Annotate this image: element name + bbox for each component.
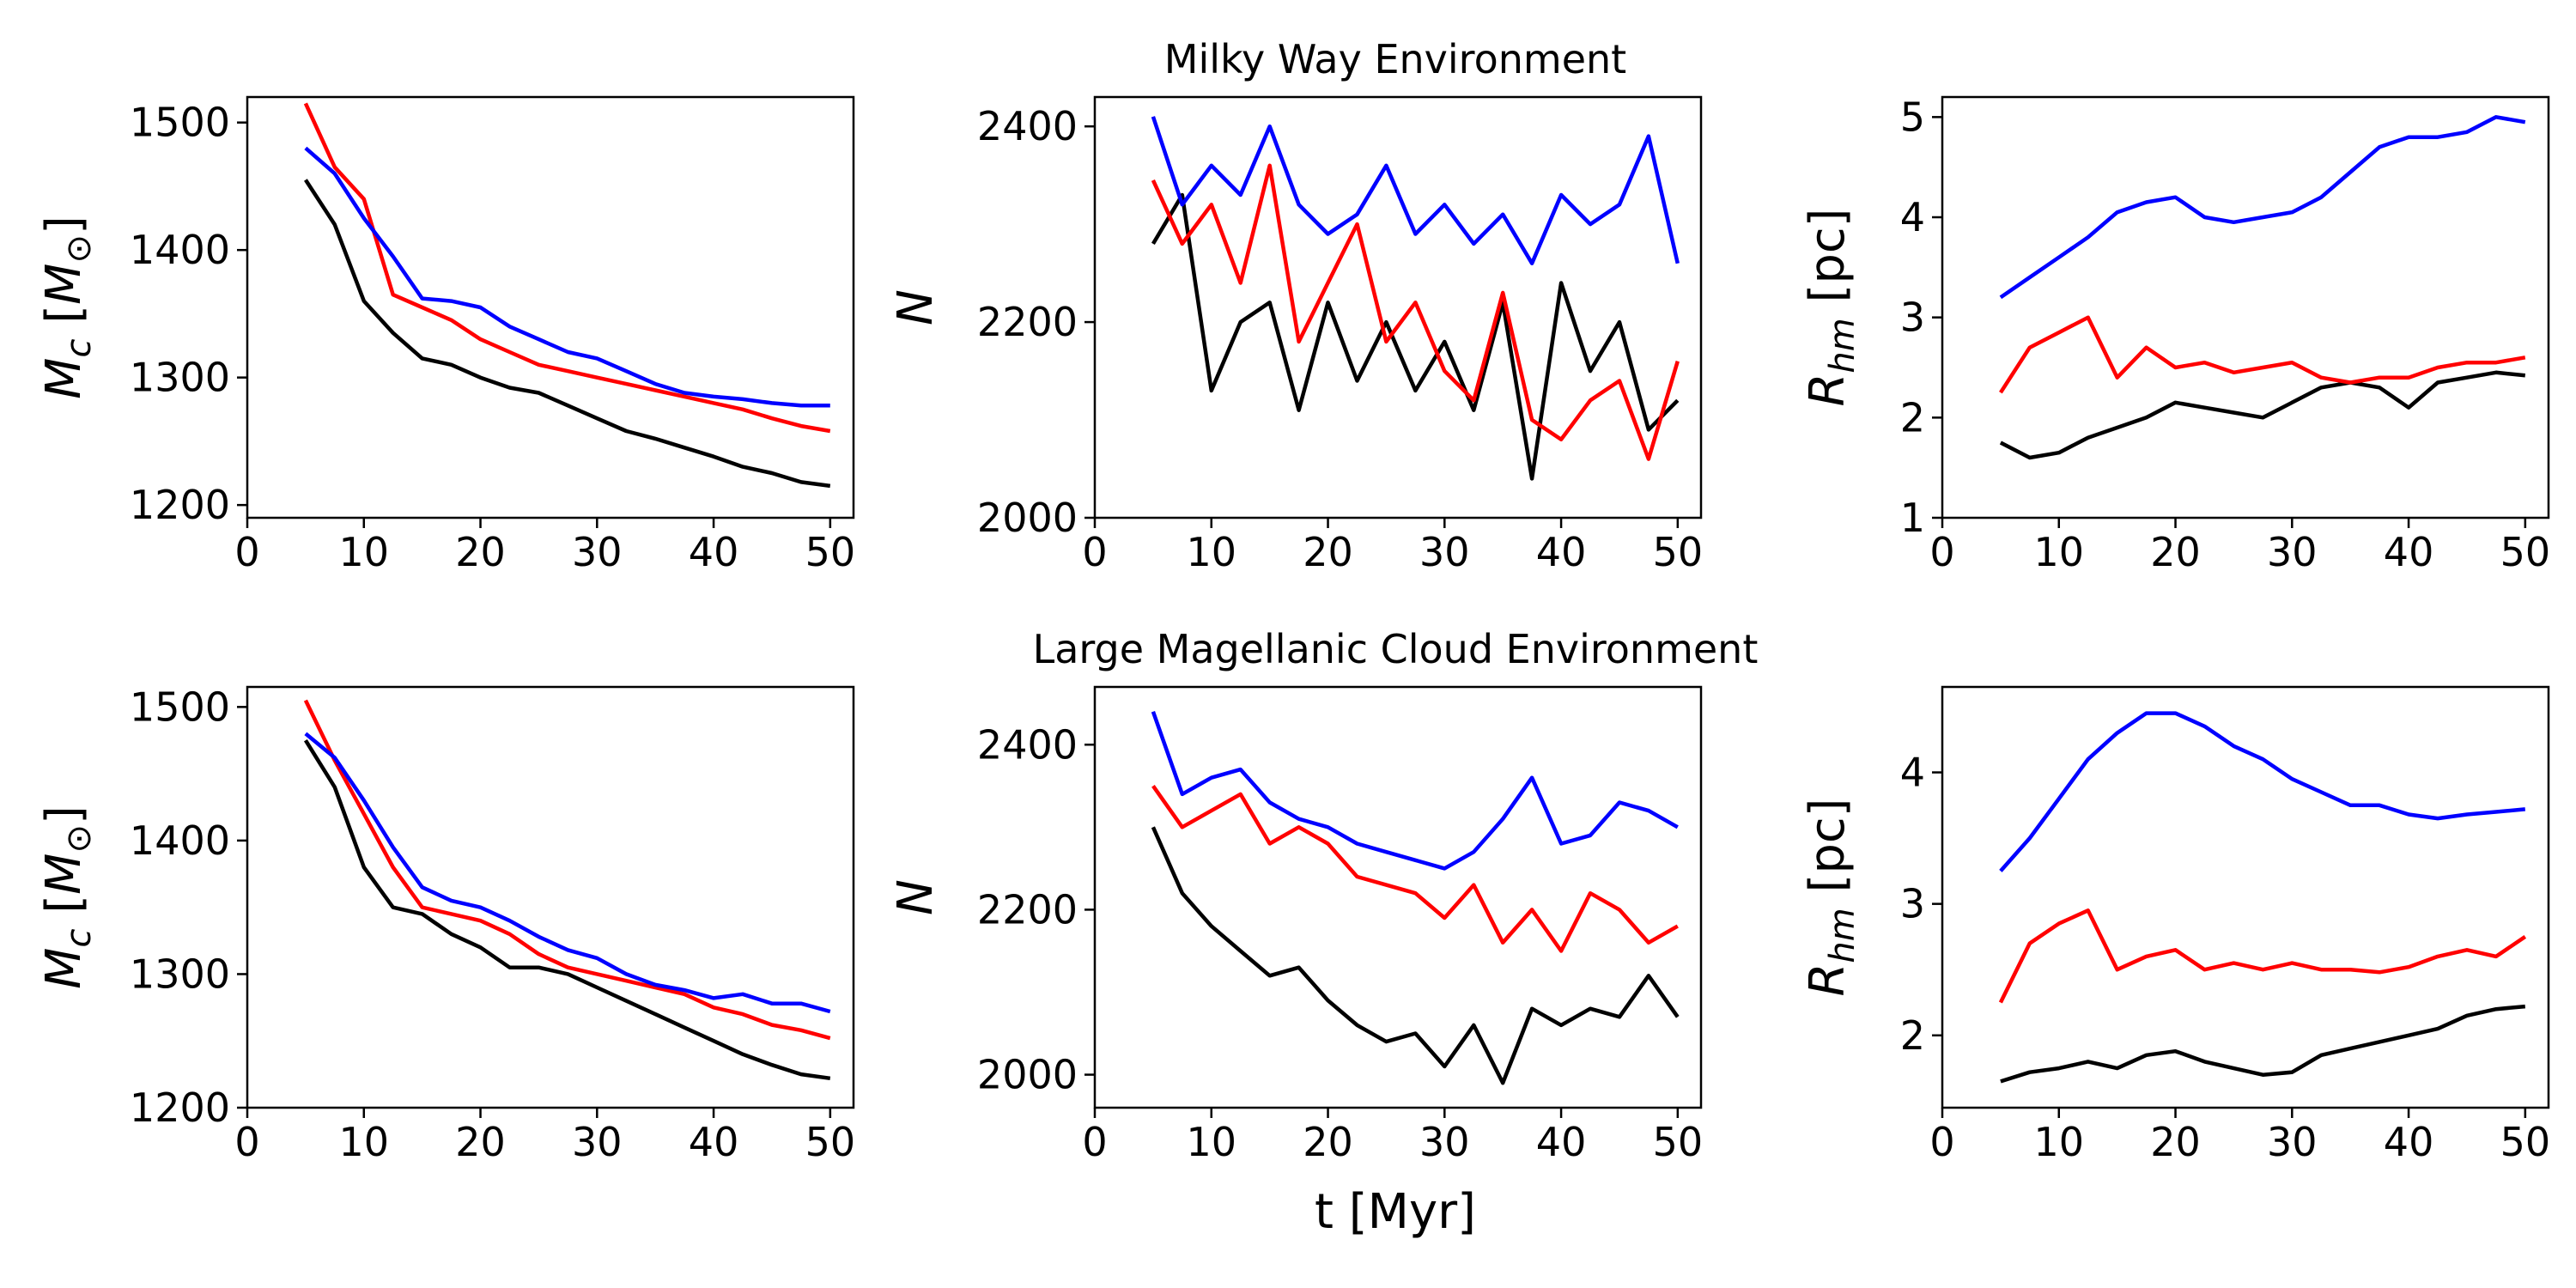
series-line-black [1999,370,2526,460]
x-tick-label: 50 [805,1119,856,1165]
series-line-red [1998,908,2527,1004]
y-axis-label: Rhm [pc] [1800,208,1862,406]
series-line-blue [1999,711,2526,872]
y-tick-label: 5 [1900,94,1925,140]
x-tick-label: 10 [1186,1119,1236,1165]
row-title-lmc: Large Magellanic Cloud Environment [1033,626,1759,672]
x-tick-label: 50 [2500,1119,2551,1165]
x-tick-label: 20 [455,1119,506,1165]
x-tick-label: 40 [689,1119,739,1165]
y-tick-label: 2000 [977,495,1078,541]
series-line-red [1151,785,1679,953]
series-line-blue [1151,711,1679,871]
series-line-black [2000,1004,2526,1084]
plot-frame [246,685,855,1109]
x-tick-label: 20 [2150,529,2201,575]
panel-0-0: 0 10 20 30 40 50 1200 1300 1400 1500 Mc [M⊙] [36,95,856,575]
x-tick-label: 40 [1536,1119,1587,1165]
x-tick-label: 0 [234,529,259,575]
x-tick-label: 50 [1653,1119,1704,1165]
x-tick-label: 40 [2384,1119,2434,1165]
y-tick-label: 1300 [130,951,230,997]
series-line-black [304,179,831,489]
y-tick-label: 2000 [977,1052,1078,1098]
y-axis-label: Mc [M⊙] [36,805,99,989]
y-axis-label: N [888,879,944,915]
y-tick-label: 1200 [130,1084,230,1131]
y-tick-label: 1 [1900,495,1925,541]
x-tick-label: 30 [2267,1119,2318,1165]
series-line-black [1151,826,1680,1085]
x-tick-label: 20 [455,529,506,575]
x-tick-label: 0 [1929,529,1954,575]
x-tick-label: 0 [1929,1119,1954,1165]
y-tick-label: 1500 [130,683,230,730]
series-line-blue [304,146,830,408]
series-line-black [1151,192,1680,481]
plot-frame [246,95,855,519]
y-tick-label: 2 [1900,1012,1925,1059]
plot-frame [1093,95,1703,519]
series-line-blue [304,732,831,1014]
x-tick-label: 30 [2267,529,2318,575]
y-tick-label: 4 [1900,194,1925,240]
x-tick-label: 40 [2384,529,2434,575]
y-tick-label: 1400 [130,227,230,273]
x-tick-label: 10 [338,529,389,575]
plot-frame [1941,685,2550,1109]
panel-0-2: 0 10 20 30 40 50 1 2 3 4 5 Rhm [pc] [1800,94,2550,575]
y-axis-label: Rhm [pc] [1800,798,1862,996]
x-tick-label: 10 [338,1119,389,1165]
series-line-red [1151,163,1680,461]
x-tick-label: 50 [1653,529,1704,575]
series-line-red [1999,315,2526,394]
x-tick-label: 30 [1419,529,1470,575]
y-axis-label: N [888,289,944,325]
y-tick-label: 2400 [977,721,1078,768]
plot-frame [1093,685,1703,1109]
y-tick-label: 2400 [977,103,1078,149]
x-tick-label: 10 [2033,1119,2084,1165]
x-tick-label: 20 [1303,1119,1353,1165]
y-axis-label: Mc [M⊙] [36,216,99,399]
y-tick-label: 3 [1900,295,1925,341]
series-line-blue [1999,115,2526,300]
x-tick-label: 10 [2033,529,2084,575]
x-tick-label: 0 [1082,529,1107,575]
panel-1-2: 0 10 20 30 40 50 2 3 4 Rhm [pc] [1800,685,2551,1165]
y-tick-label: 1500 [130,100,230,146]
x-tick-label: 20 [2150,1119,2201,1165]
y-tick-label: 4 [1900,750,1925,796]
series-line-red [303,102,831,434]
x-tick-label: 30 [1419,1119,1470,1165]
panel-0-1: 0 10 20 30 40 50 2000 2200 2400 N [888,95,1704,575]
row-title-milky-way: Milky Way Environment [1164,36,1626,82]
y-tick-label: 1300 [130,355,230,401]
x-tick-label: 10 [1186,529,1236,575]
x-tick-label: 0 [1082,1119,1107,1165]
series-line-red [303,699,831,1041]
plot-frame [1941,95,2550,519]
panel-1-1: 0 10 20 30 40 50 2000 2200 2400 N [888,685,1704,1165]
x-tick-label: 30 [572,1119,623,1165]
y-tick-label: 2200 [977,886,1078,933]
x-tick-label: 30 [572,529,623,575]
panel-1-0: 0 10 20 30 40 50 1200 1300 1400 1500 Mc [M⊙] [36,683,855,1165]
x-axis-label: t [Myr] [1315,1184,1476,1240]
x-tick-label: 50 [2500,529,2551,575]
y-tick-label: 2200 [977,299,1078,345]
x-tick-label: 40 [1536,529,1587,575]
x-tick-label: 0 [234,1119,259,1165]
y-tick-label: 3 [1900,881,1925,927]
y-tick-label: 1200 [130,482,230,528]
series-line-black [303,739,831,1081]
x-tick-label: 40 [689,529,739,575]
x-tick-label: 20 [1303,529,1353,575]
x-tick-label: 50 [805,529,856,575]
y-tick-label: 2 [1900,394,1925,440]
y-tick-label: 1400 [130,817,230,864]
series-line-blue [1151,116,1680,265]
